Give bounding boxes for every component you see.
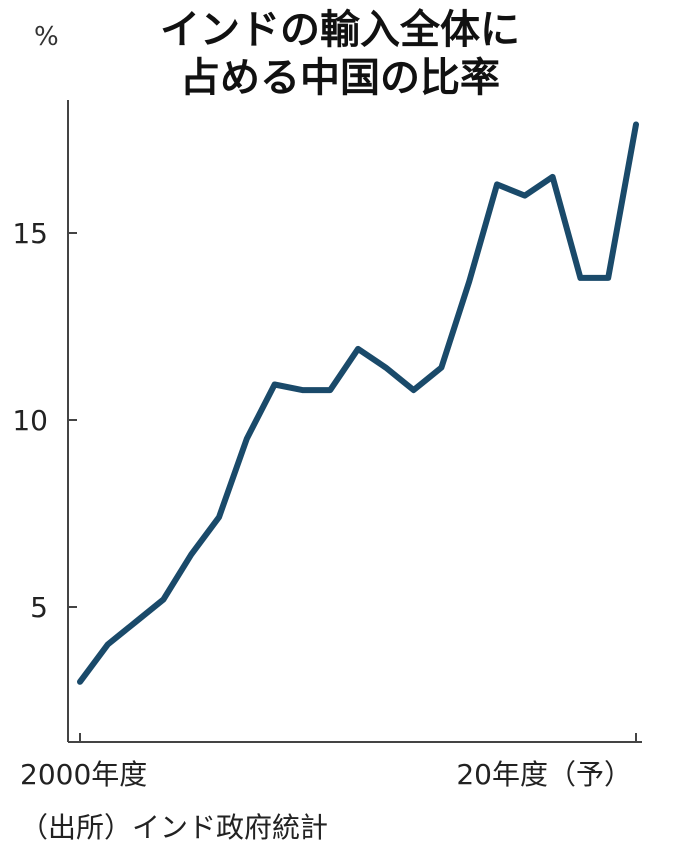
y-axis-unit-label: % (34, 22, 59, 52)
line-chart: 5 10 15 2000年度 20年度（予） (12, 100, 642, 791)
source-note: （出所）インド政府統計 (20, 811, 329, 844)
x-tick-label: 20年度（予） (456, 758, 632, 791)
series-line (77, 121, 639, 685)
series-group (77, 121, 639, 685)
y-tick-label: 15 (12, 217, 48, 250)
tick-group: 5 10 15 2000年度 20年度（予） (12, 217, 637, 791)
x-tick-label: 2000年度 (20, 758, 147, 791)
y-tick-label: 10 (12, 404, 48, 437)
chart-title-line1: インドの輸入全体に (160, 7, 520, 53)
chart-title-line2: 占める中国の比率 (180, 55, 500, 101)
chart-title: インドの輸入全体に 占める中国の比率 (0, 6, 680, 102)
y-tick-label: 5 (30, 591, 48, 624)
